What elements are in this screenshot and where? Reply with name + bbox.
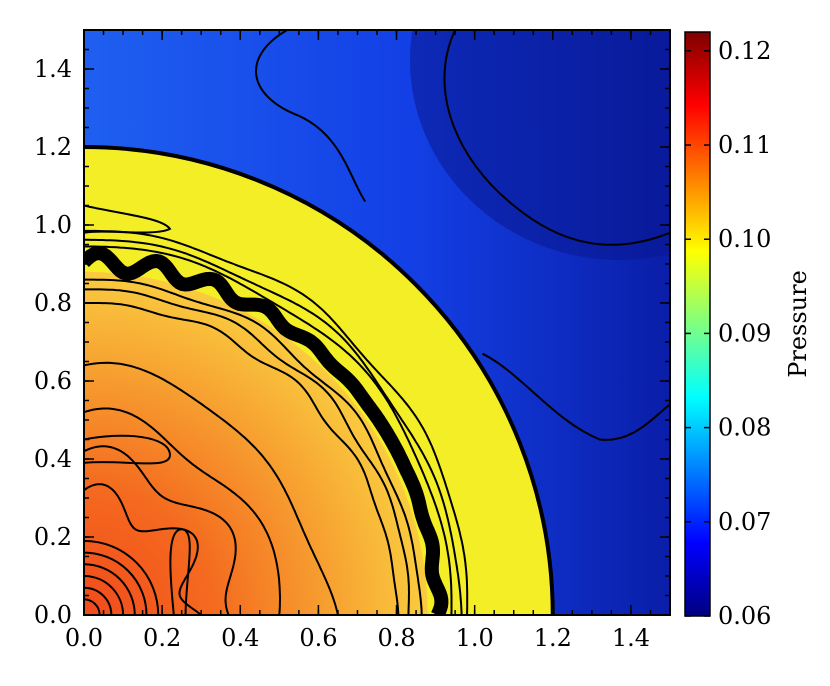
contour-line xyxy=(84,586,113,615)
colorbar-tick-label: 0.10 xyxy=(718,225,771,253)
x-tick-label: 0.6 xyxy=(299,624,337,652)
x-tick-label: 1.2 xyxy=(534,624,572,652)
x-tick-label: 1.0 xyxy=(456,624,494,652)
y-axis-tick-labels: 0.0 0.2 0.4 0.6 0.8 1.0 1.2 1.4 xyxy=(34,55,72,629)
contour-line xyxy=(169,528,191,615)
colorbar xyxy=(684,31,711,617)
contour-line xyxy=(443,30,670,246)
contour-line xyxy=(84,204,172,234)
contour-line xyxy=(84,434,171,465)
contour-line xyxy=(84,575,125,615)
colorbar-tick-label: 0.08 xyxy=(718,414,771,442)
outer-shock-front xyxy=(84,145,555,615)
contour-line xyxy=(84,238,463,615)
contour-line xyxy=(84,361,339,615)
colorbar-tick-label: 0.06 xyxy=(718,602,771,630)
contour-line xyxy=(84,483,202,615)
contour-line xyxy=(84,245,453,615)
contour-line xyxy=(84,302,400,615)
colorbar-tick-label: 0.07 xyxy=(718,508,771,536)
y-tick-label: 0.0 xyxy=(34,601,72,629)
contour-line xyxy=(84,229,469,615)
contour-line xyxy=(84,539,160,615)
contour-line xyxy=(482,352,670,441)
colorbar-tick-label: 0.12 xyxy=(718,37,771,65)
x-tick-label: 0.2 xyxy=(143,624,181,652)
contour-line xyxy=(84,598,101,615)
x-tick-label: 0.8 xyxy=(377,624,415,652)
contact-discontinuity-band xyxy=(84,246,449,615)
y-tick-label: 1.4 xyxy=(34,55,72,83)
colorbar-tick-label: 0.09 xyxy=(718,319,771,347)
heatmap-plot xyxy=(84,30,670,615)
x-axis-tick-labels: 0.0 0.2 0.4 0.6 0.8 1.0 1.2 1.4 xyxy=(65,624,650,652)
contour-line xyxy=(84,551,148,615)
x-tick-label: 1.4 xyxy=(612,624,650,652)
y-tick-label: 0.6 xyxy=(34,367,72,395)
contour-line xyxy=(84,288,411,615)
contour-lines xyxy=(84,30,670,615)
y-tick-label: 0.8 xyxy=(34,289,72,317)
y-tick-label: 1.2 xyxy=(34,133,72,161)
colorbar-label: Pressure xyxy=(784,270,812,378)
axis-ticks xyxy=(83,29,671,616)
y-tick-label: 1.0 xyxy=(34,211,72,239)
contour-line xyxy=(84,445,237,615)
contour-line xyxy=(255,30,367,203)
colorbar-tick-labels: 0.06 0.07 0.08 0.09 0.10 0.11 0.12 xyxy=(718,37,771,630)
y-tick-label: 0.2 xyxy=(34,523,72,551)
low-pressure-zone xyxy=(410,30,670,260)
y-tick-label: 0.4 xyxy=(34,445,72,473)
contour-line xyxy=(84,563,136,615)
colorbar-tick-label: 0.11 xyxy=(718,131,771,159)
x-tick-label: 0.4 xyxy=(221,624,259,652)
colorbar-ticks xyxy=(685,50,710,617)
x-tick-label: 0.0 xyxy=(65,624,103,652)
contour-line xyxy=(84,278,423,615)
contour-line xyxy=(84,407,281,615)
